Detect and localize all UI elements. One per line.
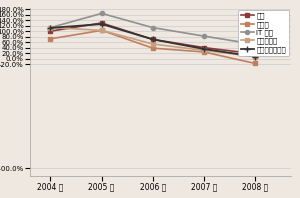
製造業 xyxy=(49,38,52,40)
金・保・不 xyxy=(151,43,154,45)
その他サービス xyxy=(202,48,206,50)
合計 xyxy=(100,22,103,24)
金・保・不 xyxy=(100,29,103,31)
Line: 合計: 合計 xyxy=(48,21,258,56)
IT 関連 xyxy=(254,43,257,46)
金・保・不 xyxy=(49,27,52,29)
Line: その他サービス: その他サービス xyxy=(47,21,259,60)
IT 関連 xyxy=(202,35,206,37)
合計 xyxy=(151,38,154,41)
Line: IT 関連: IT 関連 xyxy=(48,11,257,46)
合計 xyxy=(49,30,52,32)
金・保・不 xyxy=(254,55,257,58)
製造業 xyxy=(254,62,257,65)
Line: 製造業: 製造業 xyxy=(48,28,258,66)
製造業 xyxy=(100,29,103,31)
IT 関連 xyxy=(49,27,52,29)
IT 関連 xyxy=(100,12,103,15)
その他サービス xyxy=(100,23,103,25)
その他サービス xyxy=(151,38,154,41)
その他サービス xyxy=(49,27,52,29)
合計 xyxy=(202,46,206,49)
その他サービス xyxy=(254,55,257,58)
Legend: 合計, 製造業, IT 関連, 金・保・不, その他サービス: 合計, 製造業, IT 関連, 金・保・不, その他サービス xyxy=(238,10,289,56)
Line: 金・保・不: 金・保・不 xyxy=(48,25,258,59)
IT 関連 xyxy=(151,27,154,29)
製造業 xyxy=(202,51,206,53)
合計 xyxy=(254,53,257,55)
金・保・不 xyxy=(202,49,206,51)
製造業 xyxy=(151,47,154,49)
